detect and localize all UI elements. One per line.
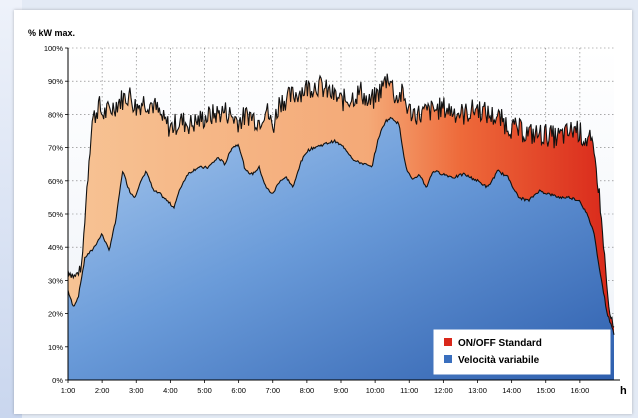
x-tick-label: 5:00 xyxy=(197,386,212,395)
area-chart: % kW max. 0% 10% 20% 30% 40% 50% 60% 70% 80% 90% 1… xyxy=(28,28,627,397)
y-tick-label: 0% xyxy=(52,376,63,385)
y-tick-label: 80% xyxy=(48,110,63,119)
legend-swatch-variable-speed xyxy=(444,355,452,363)
y-tick-label: 100% xyxy=(44,44,64,53)
x-tick-label: 2:00 xyxy=(95,386,110,395)
legend-label-variable-speed: Velocità variabile xyxy=(458,355,540,366)
legend-swatch-on-off-standard xyxy=(444,338,452,346)
y-tick-labels: 0% 10% 20% 30% 40% 50% 60% 70% 80% 90% 100% xyxy=(44,44,68,385)
x-tick-label: 16:00 xyxy=(570,386,589,395)
x-tick-label: 15:00 xyxy=(536,386,555,395)
y-tick-label: 10% xyxy=(48,343,63,352)
y-axis-label: % kW max. xyxy=(28,28,75,38)
y-tick-label: 50% xyxy=(48,210,63,219)
x-tick-label: 3:00 xyxy=(129,386,144,395)
x-tick-label: 7:00 xyxy=(265,386,280,395)
on-off-standard-line xyxy=(67,73,615,328)
legend-label-on-off-standard: ON/OFF Standard xyxy=(458,338,542,349)
legend-box xyxy=(433,329,611,375)
x-tick-label: 12:00 xyxy=(434,386,453,395)
x-tick-label: 11:00 xyxy=(400,386,418,395)
x-tick-label: 8:00 xyxy=(300,386,315,395)
x-tick-label: 9:00 xyxy=(334,386,349,395)
x-tick-label: 1:00 xyxy=(61,386,76,395)
variable-speed-line xyxy=(67,116,615,335)
y-tick-label: 30% xyxy=(48,276,63,285)
y-tick-label: 60% xyxy=(48,177,63,186)
x-tick-label: 4:00 xyxy=(163,386,178,395)
y-tick-label: 90% xyxy=(48,77,63,86)
chart-panel: % kW max. 0% 10% 20% 30% 40% 50% 60% 70% 80% 90% 1… xyxy=(14,10,632,414)
x-tick-label: 13:00 xyxy=(468,386,487,395)
x-tick-label: 14:00 xyxy=(502,386,521,395)
y-tick-label: 70% xyxy=(48,144,63,153)
y-tick-label: 40% xyxy=(48,243,63,252)
x-tick-label: 6:00 xyxy=(231,386,246,395)
x-tick-labels: 1:00 2:00 3:00 4:00 5:00 6:00 7:00 8:00 9:00 10:0… xyxy=(61,380,589,395)
x-tick-label: 10:00 xyxy=(366,386,385,395)
variable-speed-area xyxy=(68,117,614,380)
y-tick-label: 20% xyxy=(48,310,63,319)
x-axis-unit: h xyxy=(620,385,627,397)
legend: ON/OFF Standard Velocità variabile xyxy=(433,329,611,375)
